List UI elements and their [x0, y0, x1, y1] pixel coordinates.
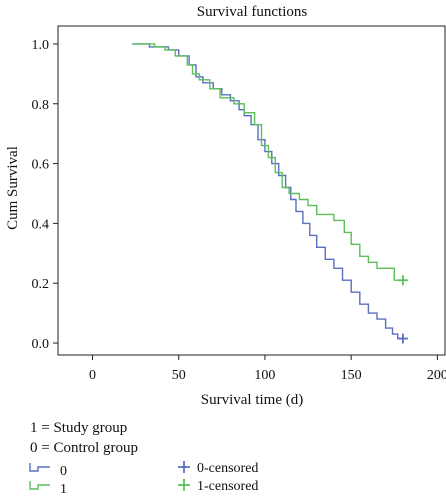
legend-label: 1	[60, 482, 67, 497]
chart-title: Survival functions	[197, 4, 308, 20]
legend-entry-1-censored: 1-censored	[178, 479, 258, 494]
y-tick-label: 0.0	[32, 337, 50, 352]
x-tick-label: 200	[427, 368, 446, 383]
censor-marker-0	[397, 333, 408, 344]
x-tick-label: 150	[341, 368, 362, 383]
y-axis-title: Cum Survival	[5, 146, 21, 230]
censor-markers	[397, 275, 408, 344]
y-tick-label: 1.0	[32, 38, 50, 53]
series-line-0	[132, 43, 405, 340]
note-study-group: 1 = Study group	[30, 420, 128, 436]
legend-swatch	[29, 481, 50, 490]
legend-entry-0-censored: 0-censored	[178, 461, 258, 476]
y-tick-label: 0.4	[32, 217, 50, 232]
legend-label: 0	[60, 464, 67, 479]
series-line-1	[132, 43, 405, 281]
plot-frame	[57, 25, 446, 356]
legend-entry-1: 1	[29, 481, 67, 497]
censor-marker-1	[397, 275, 408, 286]
x-axis-ticks: 0 50 100 150 200	[89, 355, 446, 383]
series-layer	[132, 43, 405, 340]
legend: 0 1 0-censored 1-censored	[29, 461, 258, 497]
legend-label: 0-censored	[197, 461, 258, 476]
x-tick-label: 100	[254, 368, 275, 383]
legend-label: 1-censored	[197, 479, 258, 494]
legend-swatch	[29, 463, 50, 472]
x-tick-label: 0	[89, 368, 96, 383]
legend-entry-0: 0	[29, 463, 67, 479]
y-tick-label: 0.6	[32, 158, 50, 173]
y-tick-label: 0.2	[32, 277, 50, 292]
y-axis-ticks: 0.0 0.2 0.4 0.6 0.8 1.0	[32, 38, 58, 352]
note-control-group: 0 = Control group	[30, 440, 139, 456]
x-axis-title: Survival time (d)	[201, 392, 303, 408]
y-tick-label: 0.8	[32, 98, 50, 113]
x-tick-label: 50	[172, 368, 186, 383]
